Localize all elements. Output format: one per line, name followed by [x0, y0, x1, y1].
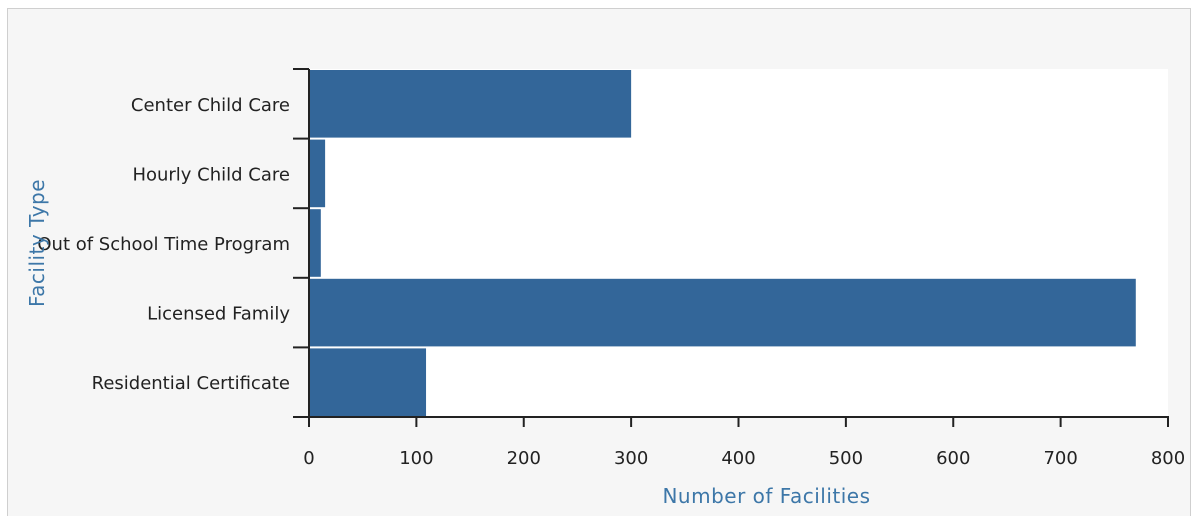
x-tick-label: 400 — [721, 448, 755, 469]
category-label: Hourly Child Care — [132, 164, 290, 185]
x-tick-label: 600 — [936, 448, 970, 469]
bar-licensed-family — [309, 278, 1136, 347]
x-axis-line — [293, 416, 1169, 427]
category-label: Licensed Family — [147, 304, 290, 325]
x-tick-label: 200 — [507, 448, 541, 469]
x-tick-label: 700 — [1043, 448, 1077, 469]
x-tick-label: 300 — [614, 448, 648, 469]
bar-center-child-care — [309, 70, 632, 138]
category-label: Out of School Time Program — [37, 234, 290, 255]
bar-residential-certificate — [309, 348, 427, 416]
x-tick-label: 0 — [303, 448, 314, 469]
x-tick-label: 100 — [399, 448, 433, 469]
bar-out-of-school-time-program — [309, 209, 321, 277]
x-axis-ticks: 0 100 200 300 400 500 600 700 800 — [303, 417, 1185, 469]
category-label: Center Child Care — [131, 95, 290, 116]
x-axis-title: Number of Facilities — [662, 484, 870, 508]
category-labels: Center Child Care Hourly Child Care Out of… — [37, 95, 290, 394]
bars-group — [309, 70, 1136, 416]
x-tick-label: 800 — [1151, 448, 1185, 469]
y-axis-title: Facility Type — [25, 179, 49, 307]
x-tick-label: 500 — [829, 448, 863, 469]
bar-hourly-child-care — [309, 139, 326, 208]
category-label: Residential Certificate — [92, 373, 290, 394]
y-axis-ticks — [293, 68, 309, 418]
